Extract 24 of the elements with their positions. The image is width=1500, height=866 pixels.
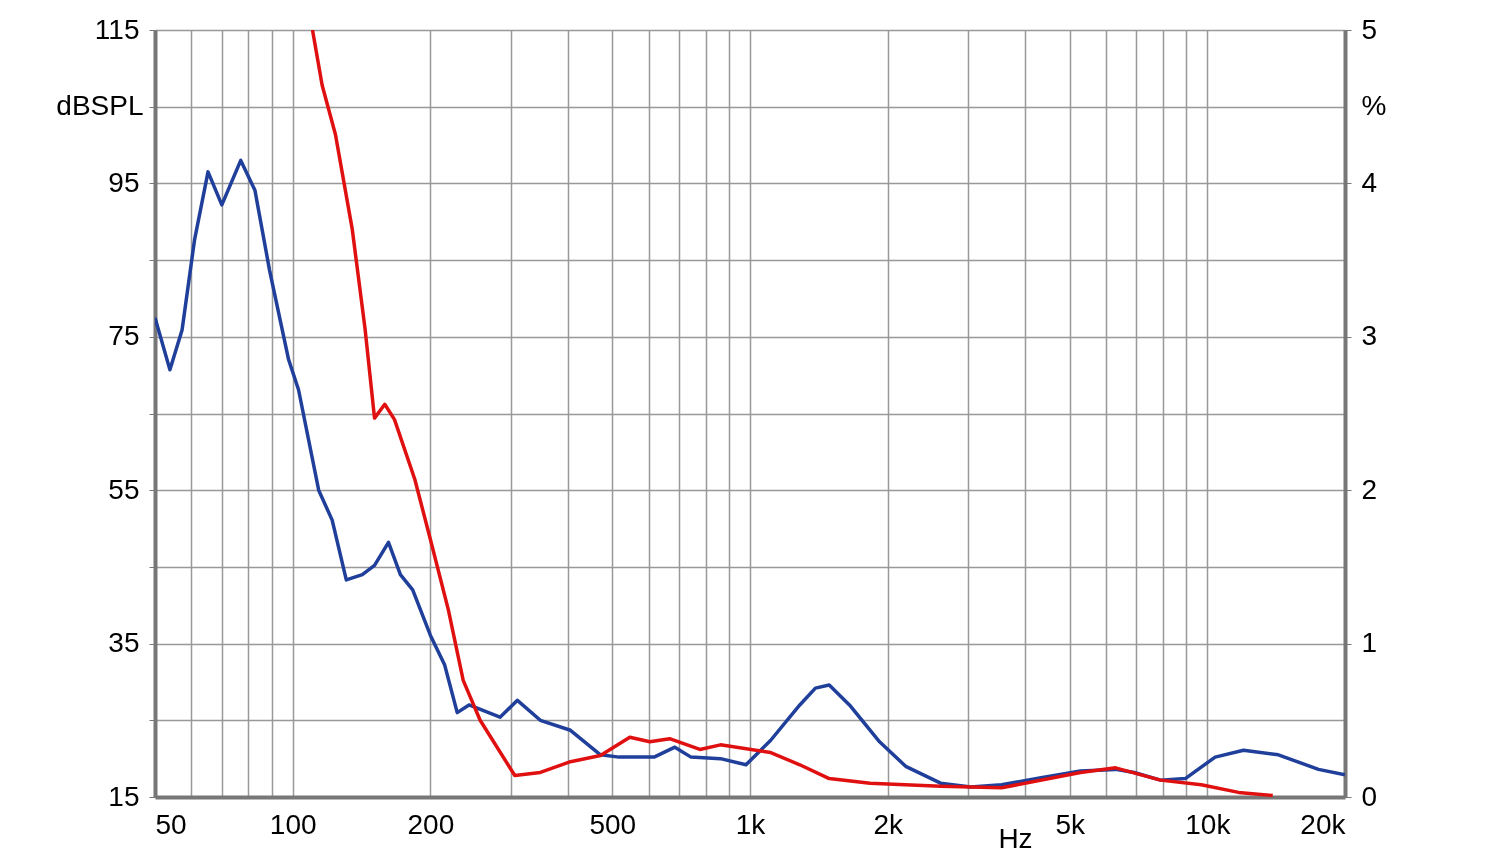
x-tick-label: 500 <box>589 808 637 840</box>
y-tick-label: 15 <box>108 780 140 812</box>
y2-tick-label: 1 <box>1361 627 1378 659</box>
x-tick-label: 100 <box>269 808 317 840</box>
y2-tick-label: 2 <box>1361 473 1378 505</box>
y2-axis-title: % <box>1361 90 1387 122</box>
x-axis-title: Hz <box>998 822 1033 854</box>
y2-tick-label: 5 <box>1361 13 1378 45</box>
x-tick-label: 20k <box>1300 808 1347 840</box>
x-tick-label: 5k <box>1055 808 1086 840</box>
y-tick-label: 115 <box>94 13 140 45</box>
x-tick-label: 200 <box>407 808 455 840</box>
y2-tick-label: 4 <box>1361 166 1378 198</box>
y2-tick-label: 0 <box>1361 780 1378 812</box>
y-tick-label: 35 <box>108 627 140 659</box>
y2-tick-label: 3 <box>1361 320 1378 352</box>
y-axis-title: dBSPL <box>56 90 144 122</box>
y-tick-label: 75 <box>108 320 140 352</box>
x-tick-label: 1k <box>735 808 767 840</box>
y-tick-label: 95 <box>108 166 140 198</box>
y-tick-label: 55 <box>108 473 140 505</box>
x-tick-label: 50 <box>155 808 187 840</box>
x-tick-label: 10k <box>1185 808 1232 840</box>
x-tick-label: 2k <box>873 808 904 840</box>
